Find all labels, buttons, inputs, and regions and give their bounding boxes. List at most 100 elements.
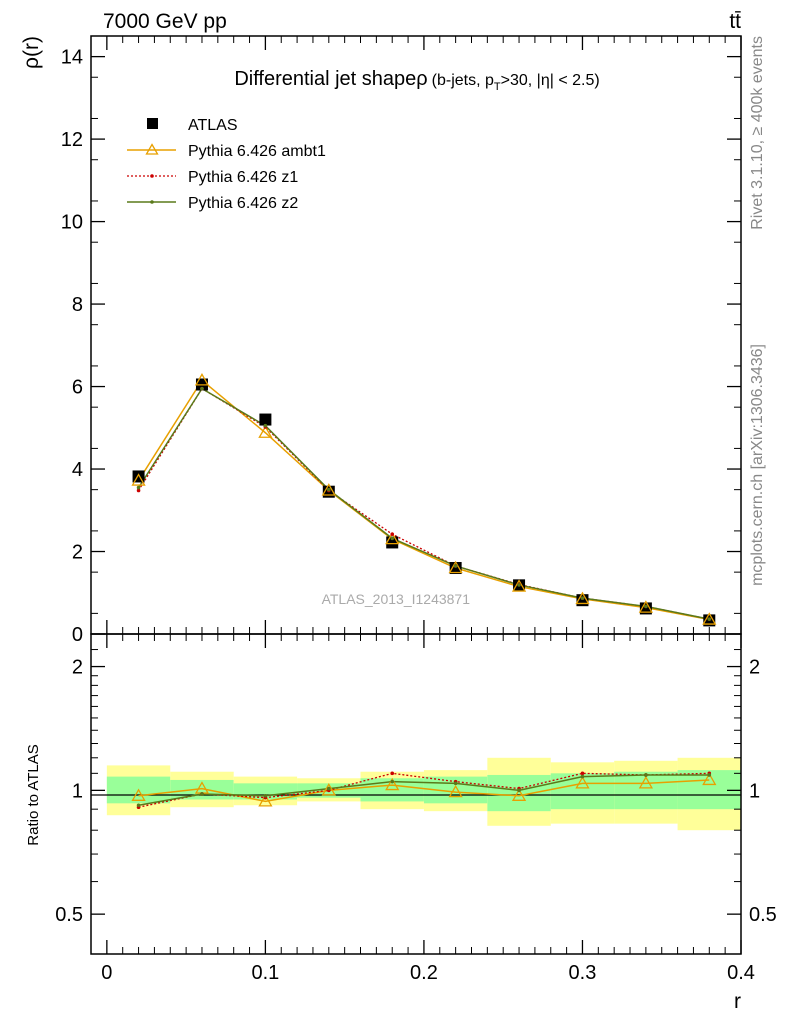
data-point-ambt1 bbox=[385, 531, 400, 545]
data-point-z2 bbox=[517, 583, 521, 587]
ratio-point-z2 bbox=[707, 773, 712, 777]
data-point-z1 bbox=[390, 532, 395, 536]
rivet-label: Rivet 3.1.10, ≥ 400k events bbox=[749, 36, 766, 230]
data-point-z2 bbox=[644, 604, 648, 609]
ratio-point-ambt1 bbox=[448, 784, 463, 798]
mcplots-label: mcplots.cern.ch [arXiv:1306.3436] bbox=[749, 344, 766, 586]
main-y-tick-label: 4 bbox=[72, 459, 83, 481]
series-line-pythia-6-426-z1 bbox=[138, 387, 710, 620]
legend-label-z1: Pythia 6.426 z1 bbox=[188, 169, 298, 186]
ratio-y-tick-label-right: 1 bbox=[749, 780, 760, 802]
main-y-tick-label: 6 bbox=[72, 377, 83, 399]
ratio-line-z2 bbox=[138, 774, 710, 806]
x-tick-label: 0 bbox=[101, 962, 112, 984]
data-point-z1 bbox=[136, 488, 141, 493]
ratio-point-z2 bbox=[517, 788, 521, 793]
data-point-z2 bbox=[136, 485, 141, 490]
legend-label-atlas: ATLAS bbox=[188, 117, 238, 134]
data-point-ambt1 bbox=[511, 579, 527, 592]
data-point-ambt1 bbox=[321, 483, 336, 496]
ratio-point-z2 bbox=[390, 779, 395, 784]
ratio-point-ambt1 bbox=[385, 777, 400, 791]
ratio-point-z1 bbox=[580, 771, 585, 776]
ratio-point-z1 bbox=[390, 771, 395, 776]
legend-label-z2: Pythia 6.426 z2 bbox=[188, 195, 298, 212]
data-point-z2 bbox=[263, 423, 268, 428]
ratio-point-z2 bbox=[327, 786, 331, 791]
ratio-point-ambt1 bbox=[511, 788, 527, 801]
ratio-point-ambt1 bbox=[258, 794, 273, 807]
legend-marker-z1 bbox=[150, 174, 154, 178]
ratio-y-tick-label: 2 bbox=[72, 657, 83, 679]
series-line-pythia-6-426-z2 bbox=[137, 387, 710, 620]
ratio-point-z2 bbox=[580, 774, 585, 779]
legend-marker-ambt1 bbox=[145, 143, 159, 155]
data-point-ambt1 bbox=[448, 560, 463, 574]
ratio-series-lines bbox=[138, 772, 710, 808]
ratio-point-z2 bbox=[644, 773, 648, 777]
main-y-tick-label: 2 bbox=[72, 542, 83, 564]
title-detail-pre: (b-jets, p bbox=[432, 72, 494, 89]
ratio-point-ambt1 bbox=[575, 776, 590, 789]
energy-label: 7000 GeV pp bbox=[103, 10, 227, 33]
ratio-point-z2 bbox=[453, 781, 458, 786]
x-tick-label: 0.1 bbox=[251, 962, 279, 984]
ratio-y-tick-label: 1 bbox=[72, 780, 83, 802]
ratio-y-tick-label-right: 0.5 bbox=[749, 904, 777, 926]
main-ylabel: ρ(r) bbox=[20, 36, 43, 69]
data-point-ambt1 bbox=[131, 473, 146, 486]
chart-title: Differential jet shapeρ (b-jets, pT>30, |… bbox=[234, 68, 599, 93]
data-point-z2 bbox=[453, 564, 458, 568]
data-point-atlas bbox=[259, 413, 272, 426]
x-tick-label: 0.4 bbox=[727, 962, 755, 984]
ratio-point-ambt1 bbox=[638, 776, 653, 789]
ratio-y-tick-label-right: 2 bbox=[749, 657, 760, 679]
inner-band-bin bbox=[550, 773, 615, 810]
main-y-tick-label: 0 bbox=[72, 624, 83, 646]
data-point-z2 bbox=[707, 617, 712, 621]
ratio-point-z2 bbox=[263, 793, 268, 798]
main-series-markers bbox=[131, 373, 717, 627]
data-point-ambt1 bbox=[194, 373, 210, 386]
data-point-z2 bbox=[390, 536, 395, 541]
analysis-id: ATLAS_2013_I1243871 bbox=[322, 591, 471, 607]
ratio-panel: 0.5 0.5 1 1 2 2 0 0.1 0.2 0.3 0.4 Ratio to ATLAS bbox=[25, 633, 777, 984]
main-panel: 0 2 4 6 8 10 12 14 ρ(r) Differential jet shapeρ… bbox=[20, 35, 742, 646]
x-tick-label: 0.2 bbox=[410, 962, 438, 984]
main-axes: 0 2 4 6 8 10 12 14 bbox=[61, 36, 742, 646]
data-point-atlas bbox=[639, 602, 652, 615]
ratio-series-markers bbox=[131, 771, 717, 809]
data-point-z2 bbox=[327, 487, 331, 492]
process-label: tt̄ bbox=[729, 10, 741, 33]
legend: ATLAS Pythia 6.426 ambt1 Pythia 6.426 z1… bbox=[127, 117, 326, 212]
x-axis-label: r bbox=[734, 990, 741, 1013]
x-tick-label: 0.3 bbox=[569, 962, 597, 984]
main-y-tick-label: 8 bbox=[72, 294, 83, 316]
title-main: Differential jet shapeρ bbox=[234, 68, 427, 90]
data-point-atlas bbox=[449, 562, 462, 575]
data-point-z2 bbox=[200, 386, 204, 391]
ratio-y-tick-label: 0.5 bbox=[55, 904, 83, 926]
main-y-tick-label: 14 bbox=[61, 47, 83, 69]
ratio-point-ambt1 bbox=[321, 783, 336, 796]
ratio-point-z2 bbox=[136, 803, 141, 808]
title-detail-post: >30, |η| < 2.5) bbox=[501, 72, 600, 89]
ratio-point-ambt1 bbox=[131, 788, 146, 801]
data-point-ambt1 bbox=[702, 612, 717, 625]
ratio-point-z2 bbox=[200, 792, 204, 796]
series-line-pythia-6-426-ambt1 bbox=[137, 379, 710, 621]
main-series-lines bbox=[137, 379, 710, 621]
inner-band-bin bbox=[487, 774, 551, 812]
ratio-point-ambt1 bbox=[702, 772, 717, 786]
legend-label-ambt1: Pythia 6.426 ambt1 bbox=[188, 143, 326, 160]
data-point-ambt1 bbox=[575, 591, 590, 605]
ratio-frame bbox=[90, 633, 742, 955]
data-point-ambt1 bbox=[638, 600, 653, 613]
legend-marker-z2 bbox=[150, 200, 154, 204]
title-detail-sub: T bbox=[494, 81, 501, 93]
legend-marker-atlas bbox=[147, 118, 158, 129]
data-point-z2 bbox=[580, 596, 585, 600]
ratio-line-z1 bbox=[138, 772, 710, 808]
ratio-axes: 0.5 0.5 1 1 2 2 0 0.1 0.2 0.3 0.4 bbox=[55, 634, 777, 984]
ratio-uncertainty-bands bbox=[106, 757, 741, 831]
